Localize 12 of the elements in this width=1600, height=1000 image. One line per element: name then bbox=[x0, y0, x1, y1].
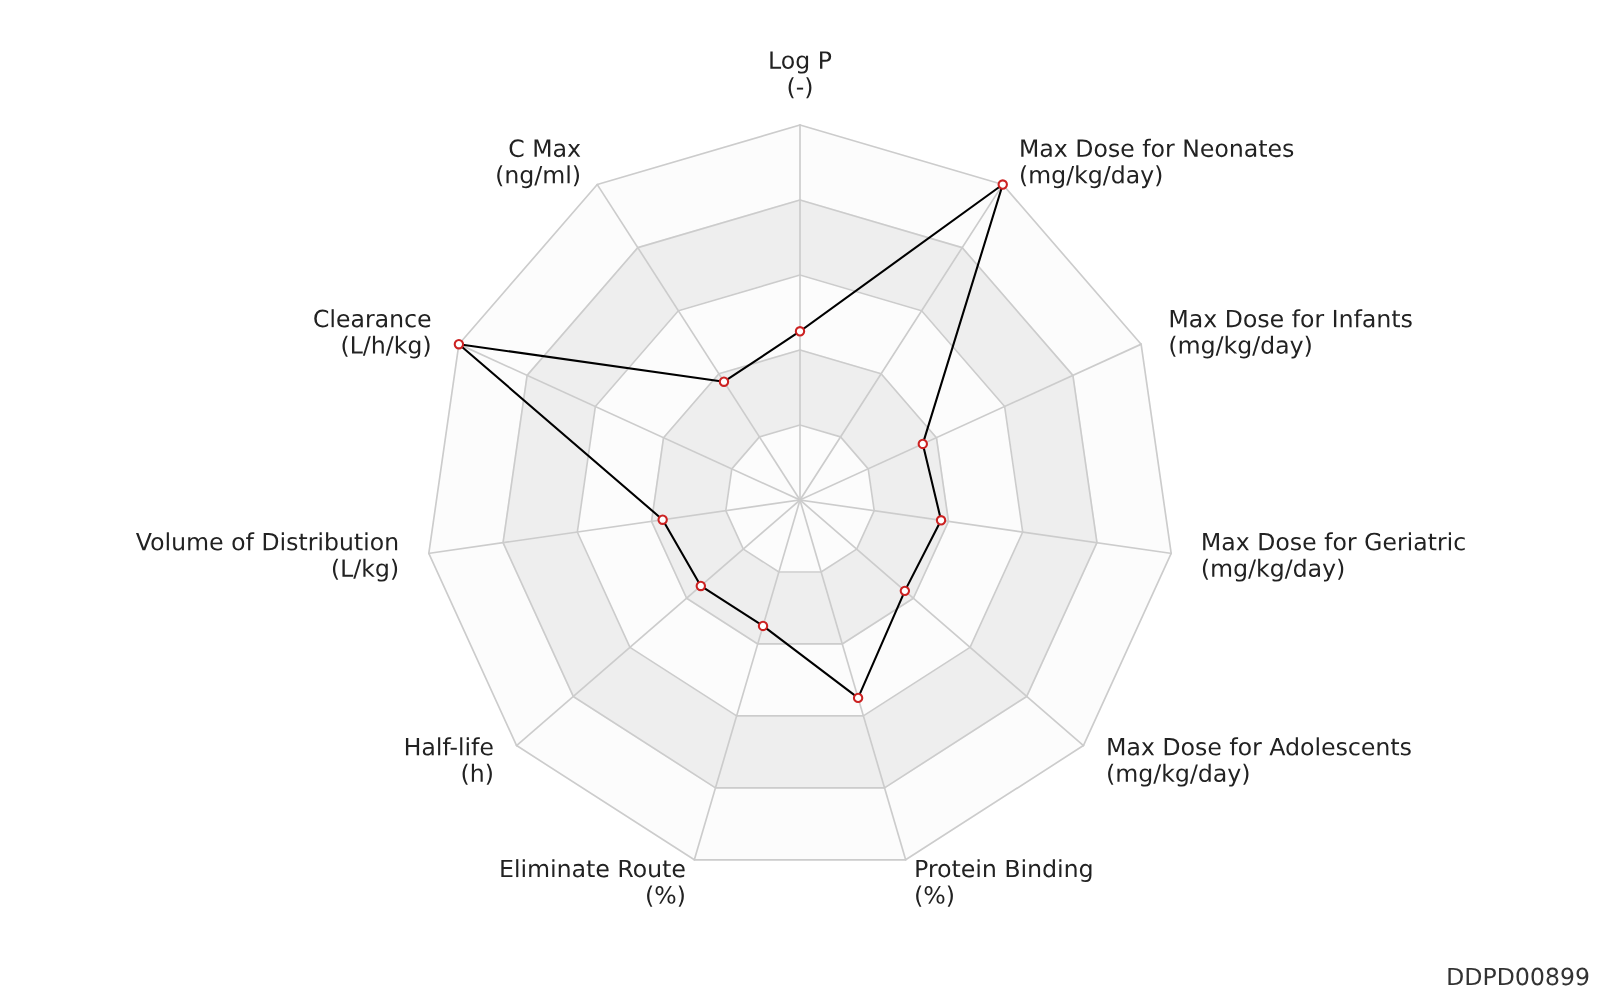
spoke-label: C Max (ng/ml) bbox=[497, 139, 581, 189]
text: DDPD00899 bbox=[1448, 967, 1589, 986]
spoke-label: Max Dose for Infants (mg/kg/day) bbox=[1170, 309, 1412, 359]
spoke-label: Volume of Distribution (L/kg) bbox=[135, 532, 398, 582]
spoke-label: Clearance (L/h/kg) bbox=[314, 309, 431, 359]
spoke-label: Protein Binding (%) bbox=[916, 859, 1092, 907]
spoke-label: Max Dose for Geriatric (mg/kg/day) bbox=[1202, 532, 1465, 582]
spoke-label: Max Dose for Adolescents (mg/kg/day) bbox=[1108, 737, 1411, 787]
spoke-label: Max Dose for Neonates (mg/kg/day) bbox=[1020, 138, 1294, 189]
spoke-label: Eliminate Route (%) bbox=[501, 859, 685, 907]
spoke-label: Half-life (h) bbox=[405, 737, 493, 785]
spoke-label: Log P (-) bbox=[770, 51, 832, 99]
